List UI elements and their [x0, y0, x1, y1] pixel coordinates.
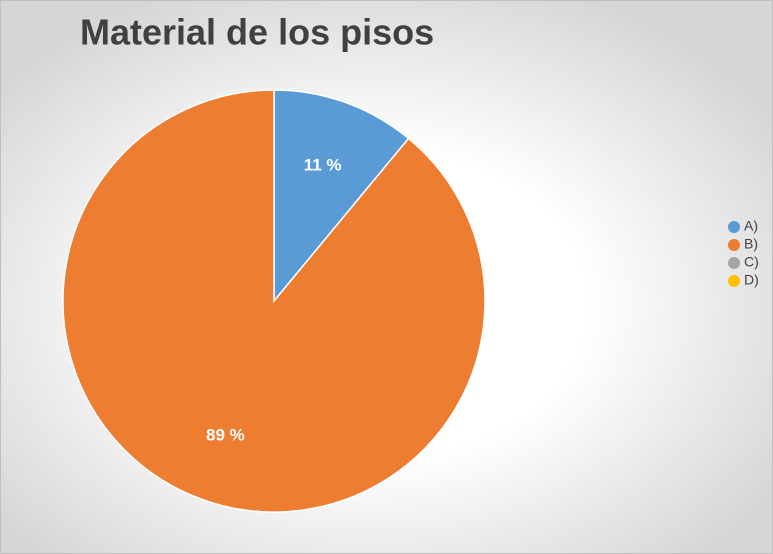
pie-slice	[273, 89, 410, 304]
pie-slice	[62, 89, 486, 513]
legend-swatch	[728, 221, 740, 233]
data-label: 11 %	[304, 155, 342, 174]
legend-swatch	[728, 257, 740, 269]
legend-swatch	[728, 275, 740, 287]
data-label: 89 %	[206, 425, 245, 444]
legend-label: C)	[744, 254, 759, 270]
legend-label: A)	[744, 218, 758, 234]
legend-label: B)	[744, 236, 758, 252]
chart-title: Material de los pisos	[80, 12, 434, 53]
legend-label: D)	[744, 272, 759, 288]
legend-swatch	[728, 239, 740, 251]
